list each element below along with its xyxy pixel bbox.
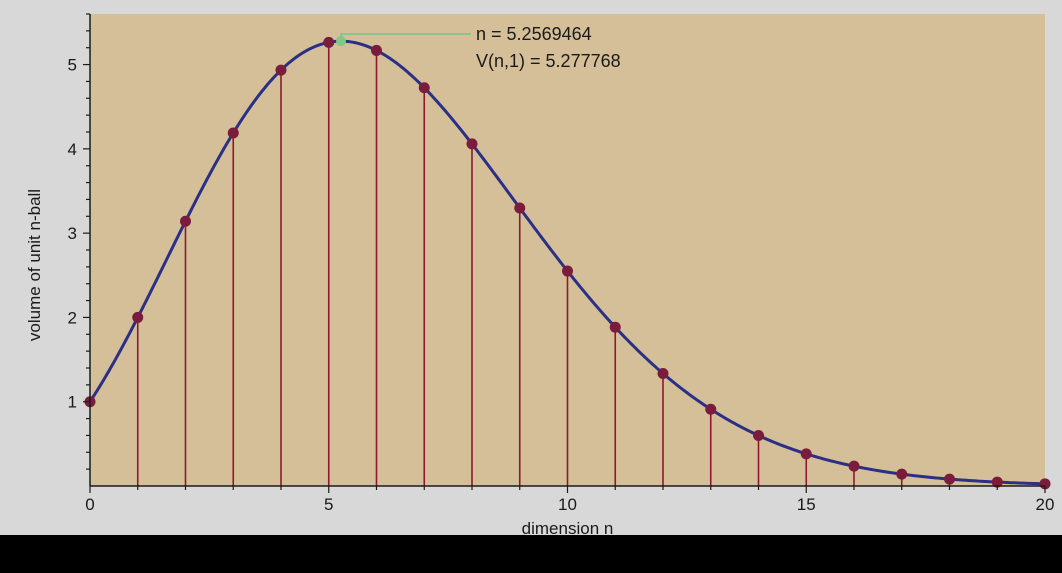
max-point-marker [336, 36, 347, 47]
points-group [84, 36, 1051, 490]
data-point-10 [562, 265, 573, 277]
data-point-13 [705, 403, 717, 415]
annotation-v: V(n,1) = 5.277768 [476, 51, 621, 71]
data-point-7 [418, 82, 430, 94]
y-tick-label-1: 1 [68, 393, 77, 412]
annotation-n: n = 5.2569464 [476, 24, 592, 44]
data-point-15 [800, 448, 812, 460]
x-tick-label-20: 20 [1036, 495, 1055, 514]
x-axis-title: dimension n [522, 519, 614, 538]
x-tick-label-15: 15 [797, 495, 816, 514]
data-point-5 [323, 36, 335, 48]
data-point-14 [753, 429, 764, 441]
data-point-12 [657, 367, 669, 379]
x-tick-label-5: 5 [324, 495, 333, 514]
data-point-18 [944, 473, 955, 485]
x-tick-label-0: 0 [85, 495, 94, 514]
data-point-8 [466, 138, 478, 150]
data-point-1 [132, 311, 144, 323]
y-tick-label-3: 3 [68, 224, 77, 243]
data-point-2 [180, 215, 191, 227]
x-tick-label-10: 10 [558, 495, 577, 514]
data-point-19 [991, 476, 1003, 488]
y-tick-label-2: 2 [68, 308, 77, 327]
tick-labels-group: 0 5 10 15 20 1 2 3 4 5 [68, 56, 1055, 514]
data-point-17 [896, 468, 908, 480]
ticks-group [83, 13, 1046, 493]
data-point-9 [514, 202, 526, 214]
data-point-4 [275, 64, 287, 76]
data-point-3 [227, 127, 239, 139]
data-point-16 [848, 460, 860, 472]
y-axis-title: volume of unit n-ball [25, 189, 44, 341]
y-tick-label-5: 5 [68, 56, 77, 75]
data-point-11 [609, 321, 621, 333]
y-tick-label-4: 4 [68, 140, 77, 159]
data-point-6 [371, 44, 382, 56]
